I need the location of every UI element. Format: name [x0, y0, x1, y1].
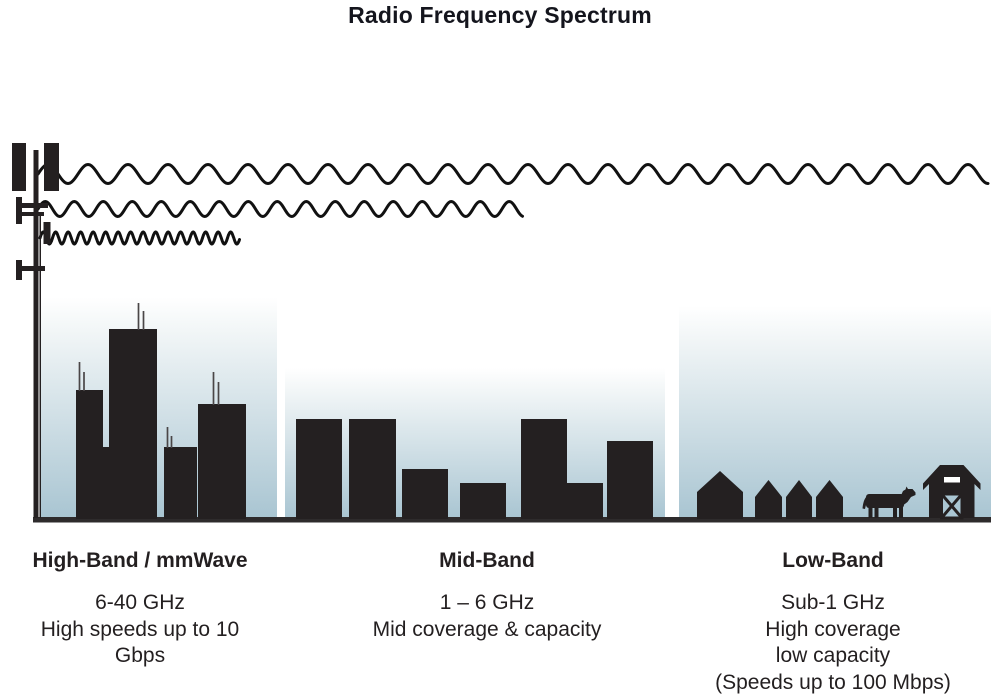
cell-tower-side-antenna-upper — [16, 197, 22, 224]
lowband-capacity: low capacity — [775, 644, 891, 668]
lowband-label: Low-Band — [782, 549, 884, 572]
high-frequency-short-wave — [38, 230, 241, 246]
house-icon-3 — [786, 480, 812, 519]
cell-tower-crossarm-lower — [19, 266, 45, 271]
mid-frequency-medium-wave — [36, 199, 524, 219]
cow-head — [898, 486, 916, 505]
highband-skyscraper-3 — [109, 329, 157, 519]
cow-tail — [862, 495, 870, 509]
cow-leg-1 — [868, 504, 873, 518]
lowband-text-block: Low-Band Sub-1 GHz High coverage low cap… — [708, 549, 958, 696]
midband-building-7 — [607, 441, 653, 519]
midband-building-5 — [521, 419, 567, 519]
cell-tower-antenna-panel-left — [12, 143, 26, 191]
midband-details: 1 – 6 GHz Mid coverage & capacity — [362, 590, 612, 643]
house-icon-2 — [755, 480, 782, 519]
page-title: Radio Frequency Spectrum — [348, 2, 652, 28]
midband-building-6 — [567, 483, 603, 519]
midband-building-1 — [296, 419, 342, 519]
highband-skyscraper-2 — [103, 447, 109, 519]
lowband-frequency: Sub-1 GHz — [781, 591, 885, 614]
cow-icon — [862, 486, 916, 518]
midband-text-block: Mid-Band 1 – 6 GHz Mid coverage & capaci… — [362, 549, 612, 643]
highband-label: High-Band / mmWave — [32, 549, 248, 572]
cow-leg-4 — [899, 504, 903, 518]
cell-tower-side-antenna-lower — [16, 260, 22, 280]
midband-building-4 — [460, 483, 506, 519]
low-frequency-long-wave — [36, 162, 990, 186]
house-icon-1 — [697, 471, 743, 519]
cell-tower-crossarm-upper — [18, 203, 48, 208]
cell-tower-mast-line — [39, 215, 41, 518]
cell-tower-antenna-panel-right — [44, 143, 59, 191]
lowband-coverage: High coverage — [765, 617, 901, 641]
barn-door-crossbuck — [940, 493, 964, 519]
cell-tower-mast — [33, 150, 39, 518]
cow-leg-2 — [874, 504, 879, 518]
midband-frequency: 1 – 6 GHz — [439, 591, 535, 614]
cell-tower-crossarm-upper-2 — [22, 212, 44, 216]
midband-building-3 — [402, 469, 448, 519]
cow-leg-3 — [893, 504, 897, 518]
highband-skyscraper-5 — [198, 404, 246, 519]
midband-coverage: Mid coverage & capacity — [372, 617, 602, 641]
house-icon-4 — [816, 480, 843, 519]
highband-skyscraper-4 — [164, 447, 197, 519]
cell-tower-side-antenna-mid — [43, 222, 51, 244]
highband-text-block: High-Band / mmWave 6-40 GHz High speeds … — [15, 549, 265, 670]
barn-loft-vent — [944, 477, 960, 483]
barn-icon — [923, 465, 981, 520]
highband-speed: High speeds up to 10 Gbps — [40, 617, 240, 668]
highband-details: 6-40 GHz High speeds up to 10 Gbps — [15, 590, 265, 670]
midband-building-2 — [349, 419, 396, 519]
ground-line — [33, 517, 991, 523]
lowband-details: Sub-1 GHz High coverage low capacity (Sp… — [708, 590, 958, 696]
highband-skyscraper-1 — [76, 390, 103, 519]
barn-roof-and-walls — [923, 465, 981, 518]
lowband-speed: (Speeds up to 100 Mbps) — [715, 670, 951, 694]
midband-label: Mid-Band — [439, 549, 535, 572]
highband-frequency: 6-40 GHz — [95, 591, 185, 614]
